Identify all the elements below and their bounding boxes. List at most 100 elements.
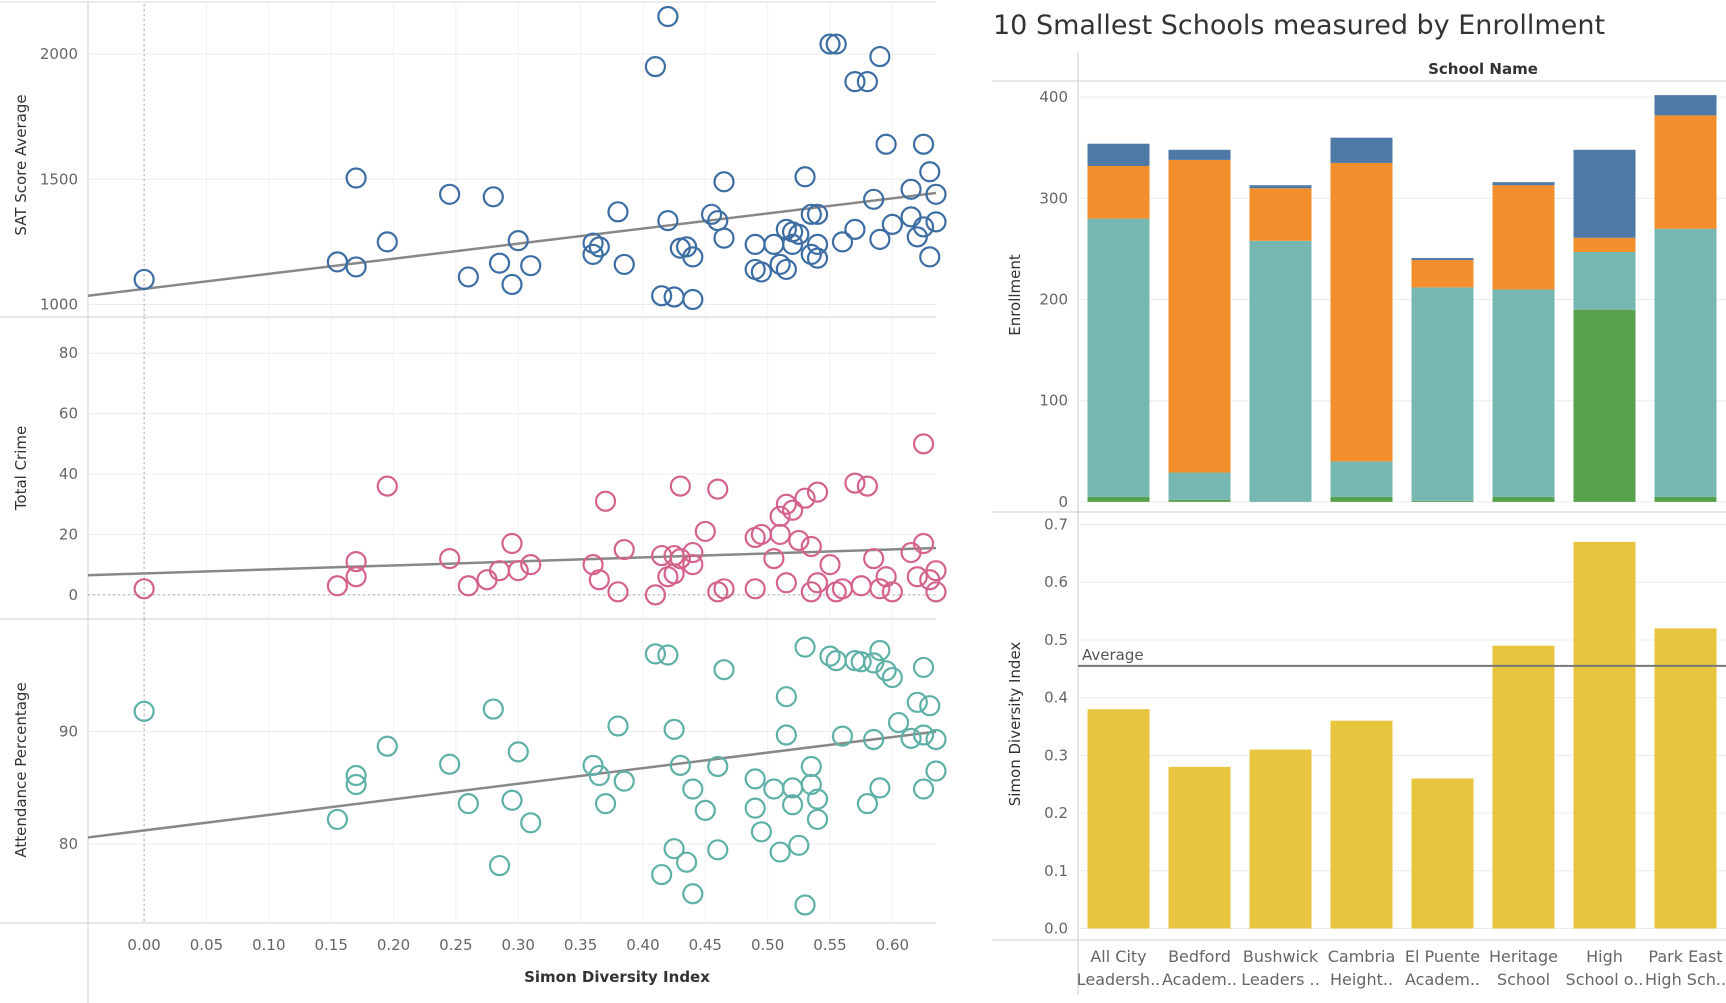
data-point [713,227,735,249]
chart-title: 10 Smallest Schools measured by Enrollme… [993,10,1605,41]
diversity-bar [1411,778,1474,929]
data-point [488,560,511,582]
data-point [744,797,766,819]
y-tick-label: 0.5 [1044,631,1068,649]
data-point [775,572,797,594]
data-point [781,499,804,521]
data-point [713,171,735,193]
data-point [881,581,903,603]
enrollment-bar-segment [1168,159,1231,473]
data-point [663,838,685,860]
data-point [582,754,604,776]
enrollment-bar-segment [1087,165,1150,219]
data-point [644,584,667,606]
y-tick-label: 300 [1039,189,1068,207]
enrollment-bar-segment [1087,218,1150,497]
data-point [133,700,155,722]
data-point [800,203,822,225]
data-point [713,659,735,681]
data-point [844,71,866,93]
data-point [863,728,885,751]
data-point [800,535,822,558]
data-point [582,554,604,576]
data-point [133,268,155,291]
data-point [482,698,504,720]
data-point [520,255,542,277]
data-point [651,863,673,886]
data-point [869,228,891,250]
school-label-line1: Park East [1648,947,1722,966]
y-tick-label: 200 [1039,291,1068,309]
data-point [875,133,897,155]
enrollment-bar-segment [1573,251,1636,310]
diversity-bar [1249,749,1312,929]
data-point [925,211,947,233]
crime-axis-title: Total Crime [12,426,30,511]
data-point [925,581,947,603]
data-point [457,575,479,597]
data-point [800,773,822,796]
data-point [912,433,935,455]
sat-axis-title: SAT Score Average [12,94,30,235]
y-tick-label: 400 [1039,88,1068,106]
data-point [507,741,529,763]
diversity-bar [1168,766,1231,929]
data-point [869,777,891,799]
school-label-line2: School [1497,970,1550,989]
data-point [488,854,511,877]
x-tick-label: 0.40 [626,936,659,954]
trend-line [87,546,937,577]
column-header: School Name [1428,60,1538,78]
y-tick-label: 1000 [40,295,78,313]
data-point [376,735,398,757]
y-tick-label: 100 [1039,392,1068,410]
y-tick-label: 20 [59,525,78,543]
data-point [794,166,816,188]
data-point [788,529,810,552]
enrollment-bar-segment [1087,143,1150,166]
enrollment-bar-segment [1573,237,1636,252]
data-point [439,183,461,205]
enrollment-bar-segment [1249,188,1312,241]
data-point [133,578,155,600]
data-point [582,243,604,265]
data-point [844,218,866,240]
data-point [588,569,610,591]
data-point [863,188,885,210]
data-point [831,578,854,600]
data-point [657,209,679,232]
x-tick-label: 0.35 [564,936,597,954]
x-tick-label: 0.55 [813,936,846,954]
enrollment-bar-segment [1168,149,1231,160]
y-tick-label: 2000 [40,45,78,63]
data-point [439,547,461,570]
data-point [887,711,910,734]
diversity-bar [1573,541,1636,929]
data-point [819,33,841,55]
data-point [345,773,367,796]
enrollment-bar-segment [1168,472,1231,500]
scatter-plots: 1000 1500 2000 0 20 40 60 80 80 90 [40,4,947,923]
data-point [775,493,797,515]
diversity-bar [1330,720,1393,929]
data-point [651,285,673,307]
data-point [900,206,922,228]
y-tick-label: 80 [59,835,78,853]
school-label-line2: Academ.. [1162,970,1237,989]
data-point [594,793,617,815]
y-tick-label: 1500 [40,170,78,188]
data-point [744,578,766,600]
data-point [682,541,704,564]
diversity-axis-title: Simon Diversity Index [1006,642,1024,807]
data-point [476,569,498,591]
data-point [919,246,941,268]
data-point [912,656,935,679]
x-axis: 0.00 0.05 0.10 0.15 0.20 0.25 0.30 0.35 0.40 0.45… [127,936,909,954]
trend-line [87,730,937,839]
data-point [806,788,829,810]
data-point [775,258,797,281]
enrollment-bar-segment [1654,115,1717,229]
trend-line [87,191,937,297]
data-point [345,167,367,189]
data-point [912,778,935,800]
